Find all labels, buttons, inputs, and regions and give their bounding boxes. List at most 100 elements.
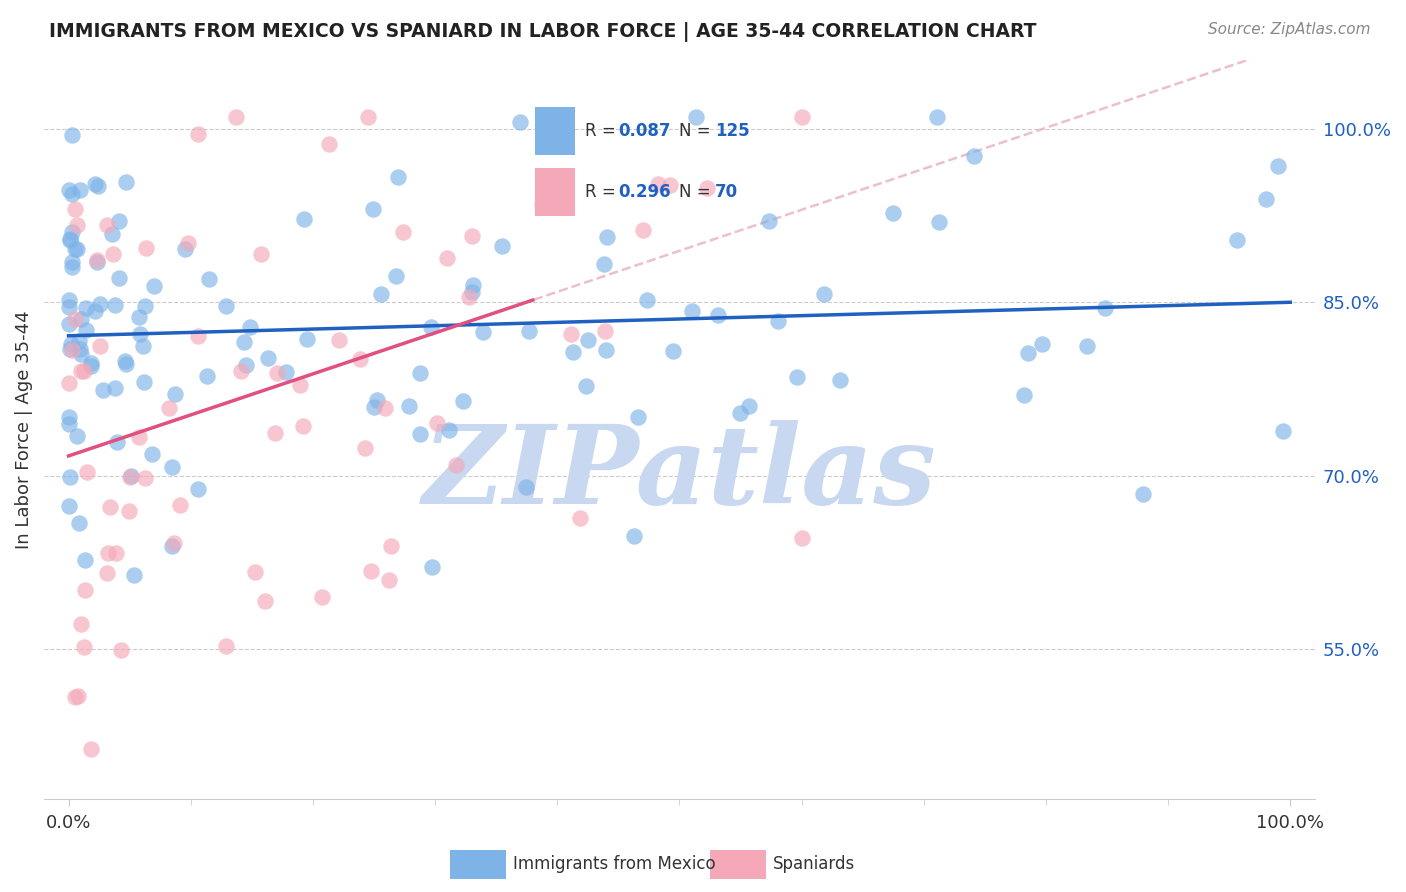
Point — [229, 363, 252, 377]
Point — [1254, 192, 1277, 206]
Point — [509, 114, 531, 128]
Point — [86, 255, 108, 269]
Point — [738, 399, 761, 413]
Point — [662, 343, 685, 358]
Point — [531, 196, 554, 211]
Point — [1132, 487, 1154, 501]
Point — [575, 379, 598, 393]
Point — [439, 423, 461, 437]
Point — [131, 339, 153, 353]
Point — [67, 516, 90, 531]
Point — [96, 566, 118, 580]
Point — [120, 468, 142, 483]
Point — [681, 303, 703, 318]
Point — [84, 304, 107, 318]
Point — [560, 326, 582, 341]
Point — [59, 233, 82, 247]
Point — [58, 318, 80, 332]
Point — [66, 429, 89, 443]
Point — [70, 312, 93, 326]
Point — [59, 342, 82, 356]
Point — [214, 640, 236, 654]
Point — [696, 181, 718, 195]
Point — [294, 212, 316, 227]
Point — [458, 290, 481, 304]
Point — [75, 323, 97, 337]
Point — [66, 242, 89, 256]
Point — [58, 300, 80, 314]
Point — [120, 470, 142, 484]
Point — [1031, 336, 1053, 351]
Point — [177, 235, 200, 250]
Point — [58, 293, 80, 307]
Point — [65, 690, 87, 704]
Point — [349, 351, 371, 366]
Point — [813, 286, 835, 301]
Point — [73, 640, 96, 654]
Point — [254, 593, 277, 607]
Point — [187, 128, 209, 142]
Point — [276, 365, 298, 379]
Point — [63, 202, 86, 217]
Point — [1012, 388, 1035, 402]
Point — [257, 351, 280, 365]
Point — [636, 293, 658, 308]
Point — [592, 257, 614, 271]
Point — [623, 528, 645, 542]
Point — [84, 177, 107, 191]
Point — [75, 301, 97, 316]
Point — [328, 333, 350, 347]
Point — [387, 170, 409, 185]
Point — [187, 329, 209, 343]
Point — [446, 458, 468, 472]
Point — [225, 111, 247, 125]
Point — [115, 175, 138, 189]
Point — [596, 230, 619, 244]
Point — [361, 202, 384, 216]
Point — [163, 536, 186, 550]
Point — [451, 393, 474, 408]
Point — [69, 342, 91, 356]
Point — [142, 278, 165, 293]
Point — [491, 238, 513, 252]
Point — [420, 560, 443, 574]
Point — [790, 111, 813, 125]
Point — [385, 269, 408, 284]
Point — [515, 480, 537, 494]
Point — [118, 504, 141, 518]
Point — [91, 383, 114, 397]
Point — [963, 148, 986, 162]
Point — [707, 308, 730, 322]
Point — [58, 499, 80, 513]
Y-axis label: In Labor Force | Age 35-44: In Labor Force | Age 35-44 — [15, 310, 32, 549]
Point — [232, 334, 254, 349]
Text: Spaniards: Spaniards — [773, 855, 855, 873]
Point — [97, 546, 120, 560]
Point — [59, 232, 82, 246]
Point — [104, 298, 127, 312]
Point — [685, 111, 707, 125]
Point — [174, 242, 197, 256]
Point — [58, 410, 80, 425]
Point — [215, 299, 238, 313]
Point — [461, 229, 484, 244]
Point — [115, 357, 138, 371]
Point — [353, 441, 375, 455]
Point — [69, 364, 91, 378]
Point — [409, 366, 432, 380]
Point — [1094, 301, 1116, 315]
Point — [569, 511, 592, 525]
Point — [461, 278, 484, 293]
Point — [128, 429, 150, 443]
Point — [132, 375, 155, 389]
Point — [96, 218, 118, 232]
Point — [169, 498, 191, 512]
Point — [928, 215, 950, 229]
Point — [1272, 424, 1295, 438]
Point — [60, 255, 83, 269]
Text: ZIPatlas: ZIPatlas — [422, 420, 936, 527]
Point — [60, 343, 83, 357]
Point — [80, 359, 103, 373]
Point — [391, 225, 413, 239]
Point — [318, 136, 340, 151]
